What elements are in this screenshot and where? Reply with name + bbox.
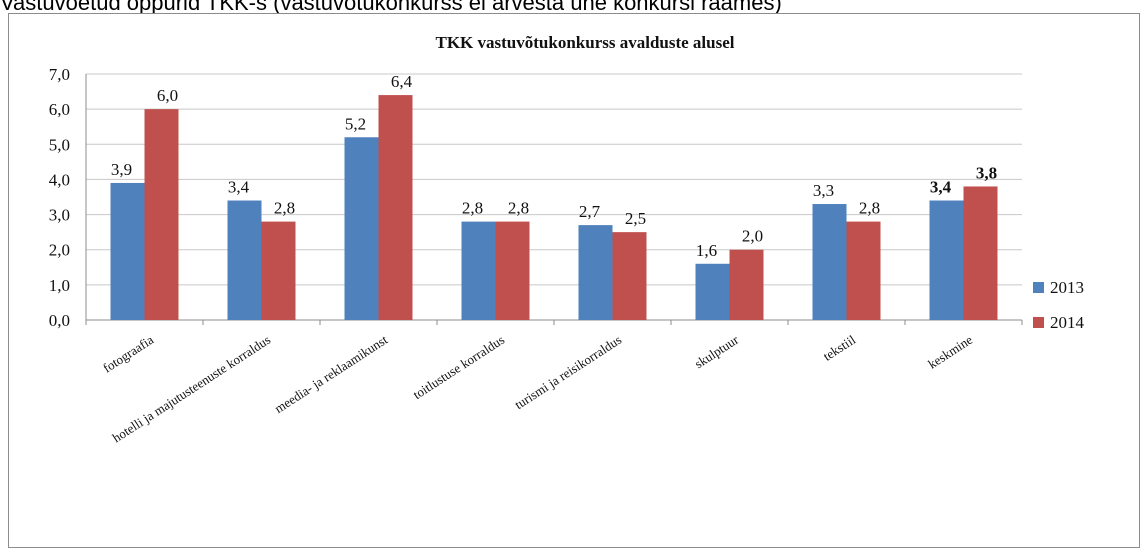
y-tick-label: 6,0 [49,100,70,119]
data-label: 3,4 [930,178,952,197]
data-label: 3,3 [813,181,834,200]
category-label: fotograafia [100,332,156,376]
data-label: 2,8 [508,199,529,218]
bar-2014 [378,95,413,320]
bar-2014 [495,221,530,320]
data-label: 3,9 [111,160,132,179]
legend: 2013 2014 [1033,278,1085,332]
data-label: 2,5 [625,209,646,228]
bar-2013 [110,182,145,320]
data-label: 6,4 [391,72,413,91]
data-label: 2,8 [859,199,880,218]
legend-swatch-2013 [1033,282,1044,293]
legend-swatch-2014 [1033,317,1044,328]
data-label: 2,8 [274,199,295,218]
bars [110,95,998,321]
bar-2013 [461,221,496,320]
data-label: 2,8 [462,199,483,218]
y-tick-label: 3,0 [49,206,70,225]
data-label: 2,0 [742,227,763,246]
data-labels: 3,9 6,0 3,4 2,8 5,2 6,4 2,8 2,8 2,7 2,5 1,6 2,0 3,3 2… [111,72,997,260]
category-label: meedia- ja reklaamikunst [272,332,391,416]
bar-2014 [144,109,179,321]
bar-2014 [261,221,296,320]
category-label: keskmine [925,332,975,372]
y-tick-label: 1,0 [49,276,70,295]
bar-2014 [612,232,647,320]
data-label: 3,4 [228,178,250,197]
y-tick-label: 0,0 [49,311,70,330]
bar-2013 [929,200,964,320]
y-tick-label: 4,0 [49,170,70,189]
gridlines [86,73,1022,321]
category-label: tekstiil [820,332,858,364]
category-label: toitlustuse korraldus [410,332,507,402]
data-label: 1,6 [696,241,717,260]
chart-title: TKK vastuvõtukonkurss avalduste alusel [436,33,735,52]
data-label: 5,2 [345,114,366,133]
bar-2013 [695,263,730,320]
bar-2013 [812,204,847,320]
y-tick-label: 7,0 [49,65,70,84]
category-label: turismi ja reisikorraldus [512,332,624,412]
bar-2014 [729,249,764,320]
page-caption: Vastuvõetud õppurid TKK-s (vastuvõtukonk… [0,0,782,15]
legend-label-2014: 2014 [1050,313,1085,332]
bar-2013 [578,225,613,320]
y-tick-label: 2,0 [49,241,70,260]
bar-2013 [344,137,379,320]
data-label: 6,0 [157,86,178,105]
bar-2013 [227,200,262,320]
y-tick-label: 5,0 [49,135,70,154]
category-label: skulptuur [692,332,742,372]
data-label: 3,8 [976,163,997,182]
bar-2014 [963,186,998,320]
bar-2014 [846,221,881,320]
legend-label-2013: 2013 [1050,278,1084,297]
data-label: 2,7 [579,202,601,221]
